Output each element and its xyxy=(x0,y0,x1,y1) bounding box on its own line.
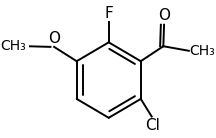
Text: O: O xyxy=(48,31,60,46)
Text: F: F xyxy=(104,6,113,21)
Text: CH₃: CH₃ xyxy=(1,39,26,53)
Text: CH₃: CH₃ xyxy=(190,44,215,58)
Text: Cl: Cl xyxy=(145,118,160,133)
Text: O: O xyxy=(158,8,170,23)
